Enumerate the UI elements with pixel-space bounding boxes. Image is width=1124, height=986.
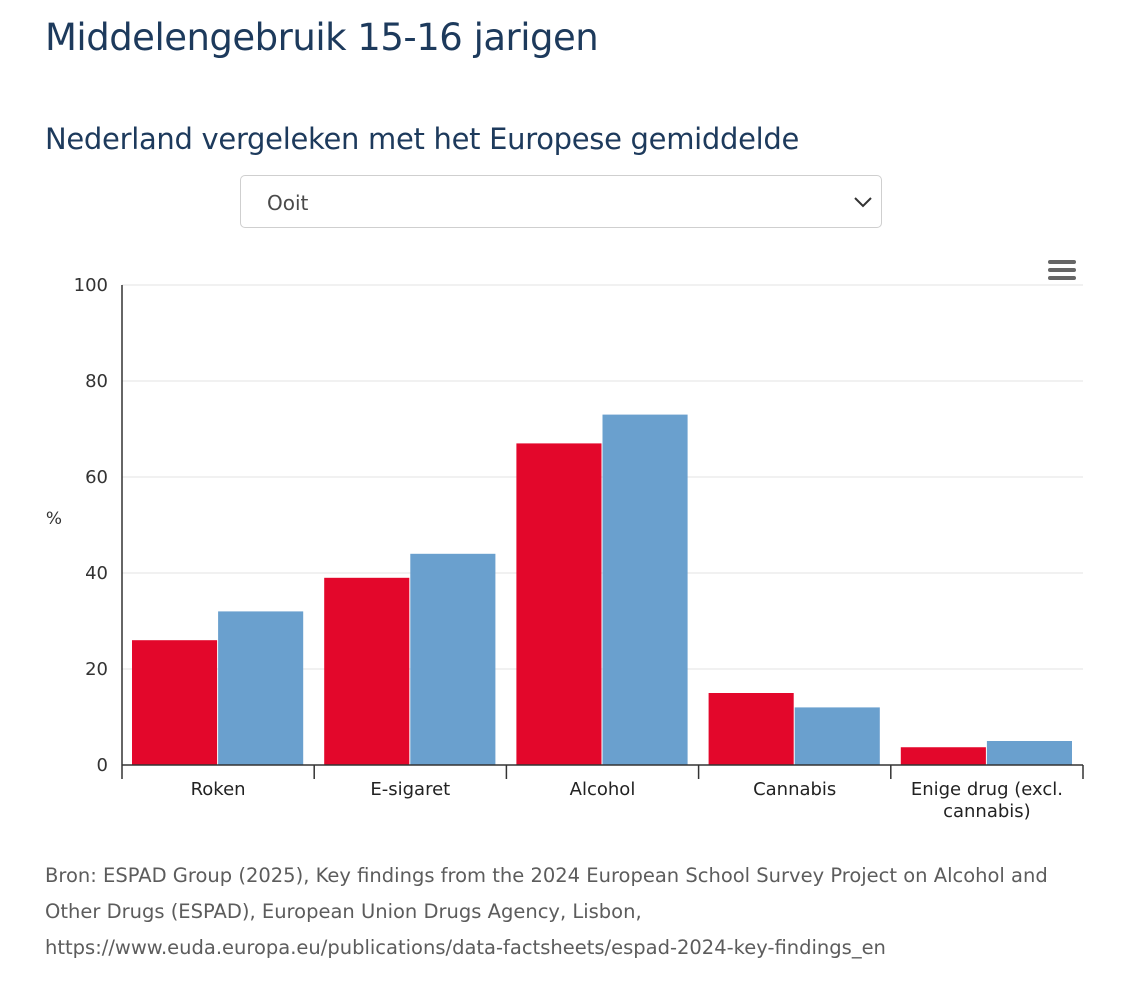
y-tick-label: 80 (85, 371, 108, 392)
source-citation: Bron: ESPAD Group (2025), Key findings f… (45, 858, 1085, 966)
y-tick-label: 60 (85, 467, 108, 488)
bar (218, 611, 304, 765)
bar (602, 414, 688, 765)
chevron-down-icon (854, 197, 872, 208)
hamburger-menu-icon[interactable] (1042, 254, 1082, 286)
bar (132, 640, 218, 765)
period-select-value: Ooit (267, 191, 309, 215)
y-tick-label: 40 (85, 563, 108, 584)
period-select[interactable]: Ooit (240, 175, 882, 228)
bar (794, 707, 880, 765)
bar (900, 747, 986, 765)
bar (708, 693, 794, 765)
y-tick-label: 20 (85, 659, 108, 680)
y-tick-label: 100 (74, 275, 108, 296)
bar (516, 443, 602, 765)
x-tick-label: cannabis) (943, 801, 1031, 822)
y-axis-label: % (46, 509, 62, 529)
bar (410, 553, 496, 765)
source-line: Other Drugs (ESPAD), European Union Drug… (45, 900, 642, 923)
x-tick-label: Alcohol (570, 779, 636, 800)
chart-subtitle: Nederland vergeleken met het Europese ge… (45, 122, 800, 156)
bar (324, 577, 410, 765)
source-line: Bron: ESPAD Group (2025), Key findings f… (45, 864, 1048, 887)
x-tick-label: Roken (191, 779, 246, 800)
bar-chart: 0 20 40 60 80 100% Roken E-sigaret Alcohol Cannab… (46, 275, 1084, 822)
x-tick-label: Cannabis (753, 779, 836, 800)
y-tick-label: 0 (97, 755, 108, 776)
x-tick-label: Enige drug (excl. (911, 779, 1063, 800)
bar (986, 741, 1072, 765)
x-tick-label: E-sigaret (370, 779, 450, 800)
source-line: https://www.euda.europa.eu/publications/… (45, 936, 886, 959)
page-title: Middelengebruik 15-16 jarigen (45, 16, 599, 59)
